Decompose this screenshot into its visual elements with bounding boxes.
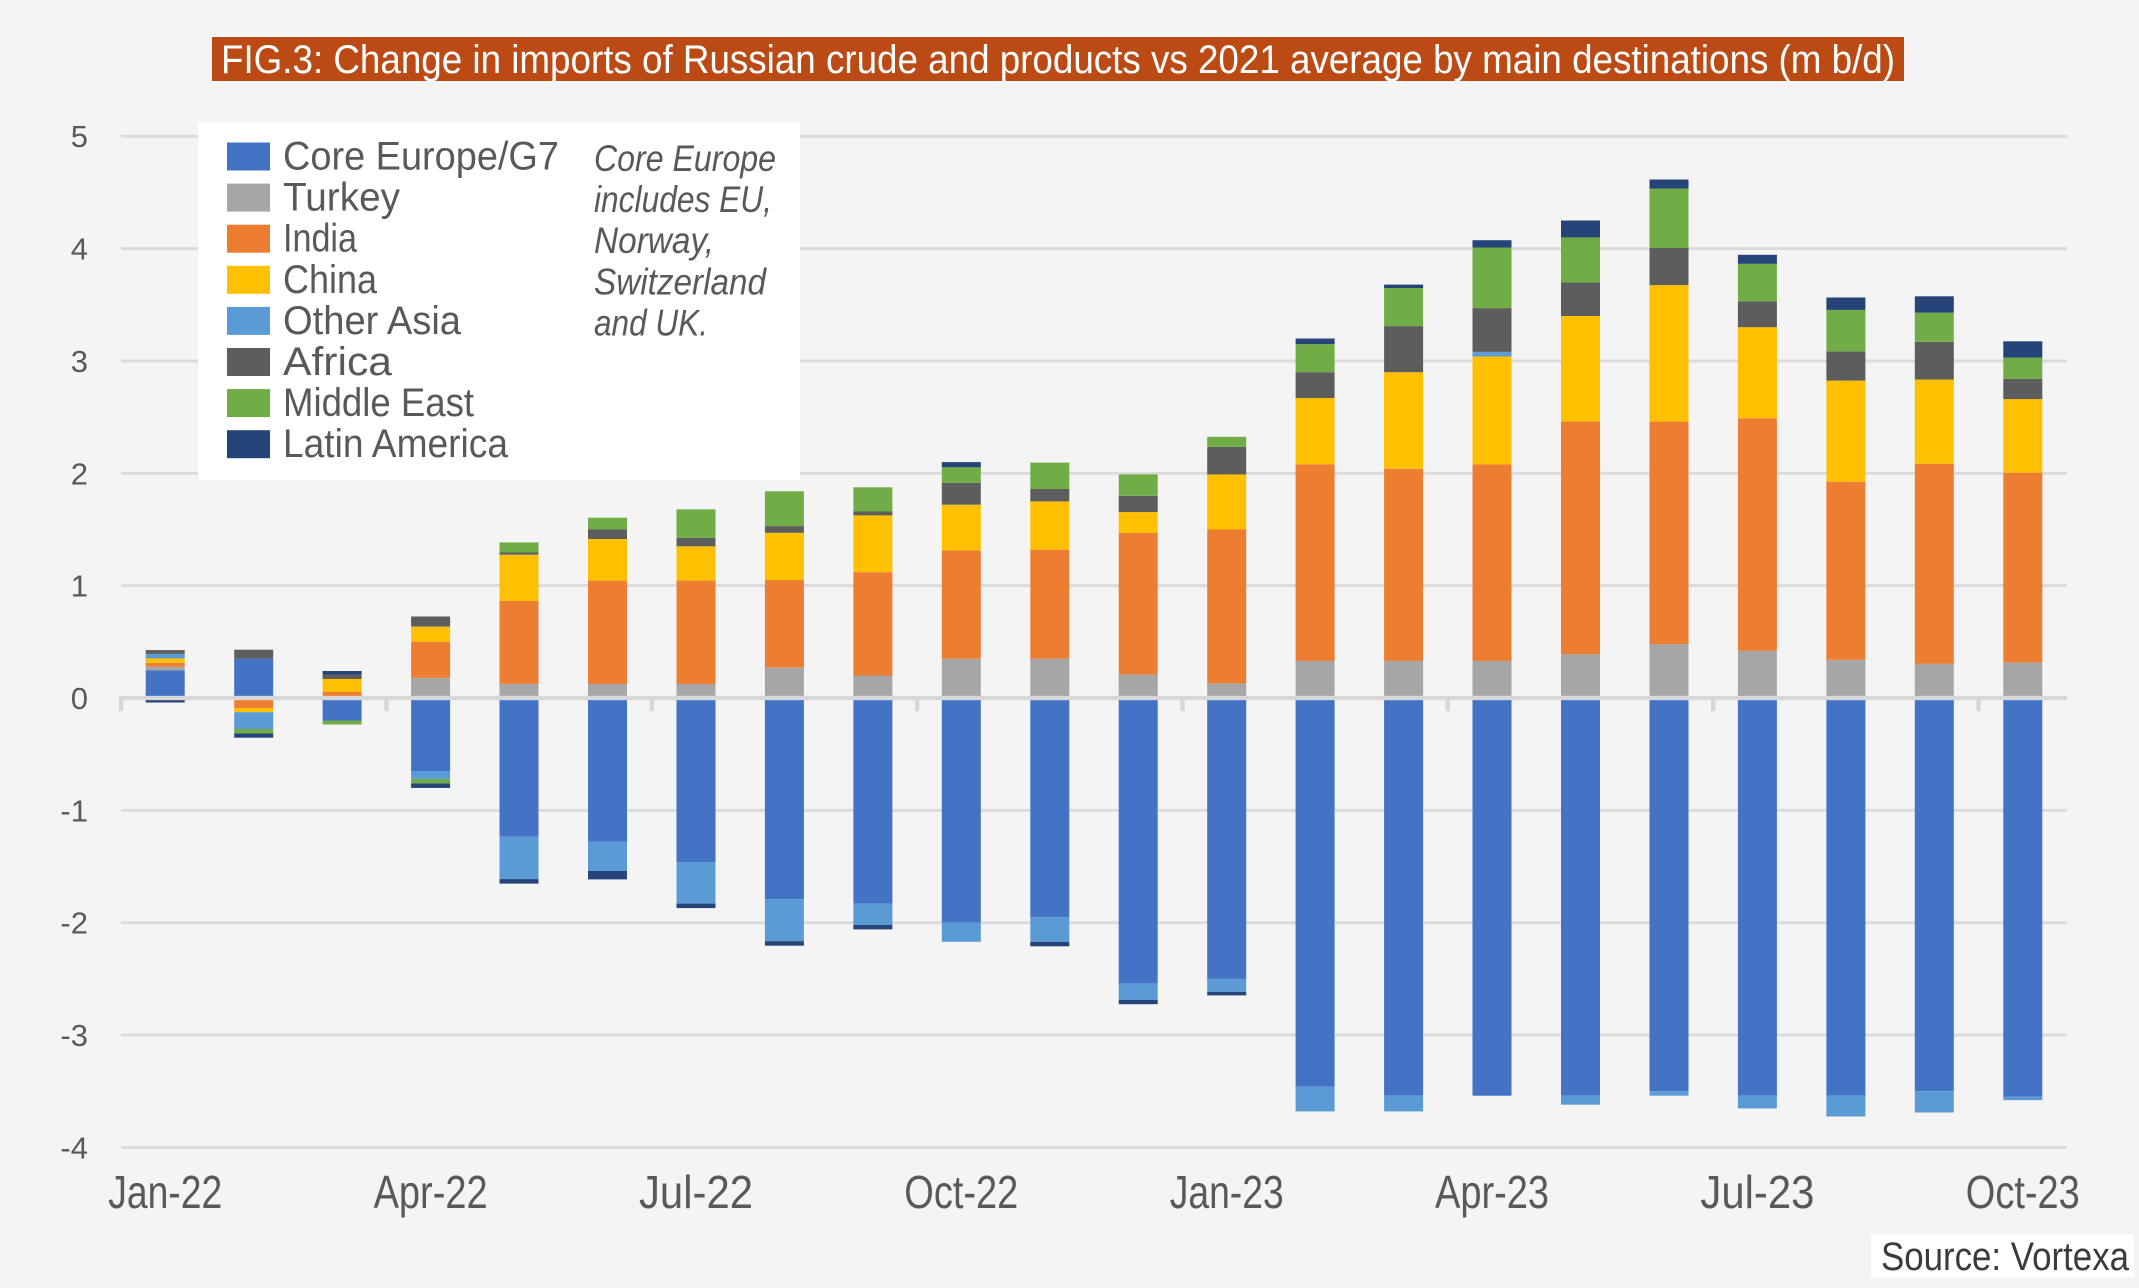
svg-text:0: 0 [71, 681, 88, 716]
svg-text:Jul-23: Jul-23 [1700, 1166, 1814, 1218]
svg-text:Norway,: Norway, [594, 220, 714, 261]
svg-text:Middle East: Middle East [283, 381, 474, 425]
svg-text:Latin America: Latin America [283, 422, 509, 466]
svg-text:Oct-22: Oct-22 [904, 1166, 1018, 1218]
svg-text:-2: -2 [60, 906, 88, 941]
svg-text:-3: -3 [60, 1018, 88, 1053]
svg-text:Jan-22: Jan-22 [108, 1166, 222, 1218]
svg-text:Jul-22: Jul-22 [639, 1166, 753, 1218]
svg-text:Core Europe/G7: Core Europe/G7 [283, 135, 559, 179]
svg-text:Apr-22: Apr-22 [374, 1166, 488, 1218]
svg-text:-1: -1 [60, 793, 88, 828]
svg-text:Turkey: Turkey [283, 176, 400, 220]
svg-text:1: 1 [71, 569, 88, 604]
svg-text:5: 5 [71, 119, 88, 154]
svg-text:Africa: Africa [283, 340, 393, 384]
svg-text:2: 2 [71, 456, 88, 491]
svg-text:includes EU,: includes EU, [594, 179, 772, 220]
svg-text:3: 3 [71, 344, 88, 379]
svg-text:India: India [283, 217, 358, 261]
svg-text:Apr-23: Apr-23 [1435, 1166, 1549, 1218]
svg-text:China: China [283, 258, 378, 302]
svg-text:Jan-23: Jan-23 [1170, 1166, 1284, 1218]
svg-text:4: 4 [71, 232, 88, 267]
svg-text:Oct-23: Oct-23 [1966, 1166, 2080, 1218]
svg-text:Core Europe: Core Europe [594, 138, 776, 179]
svg-text:FIG.3: Change in imports of Ru: FIG.3: Change in imports of Russian crud… [221, 38, 1895, 82]
svg-text:-4: -4 [60, 1130, 88, 1165]
svg-text:Other Asia: Other Asia [283, 299, 462, 343]
svg-text:and UK.: and UK. [594, 302, 708, 343]
svg-text:Switzerland: Switzerland [594, 261, 767, 302]
svg-text:Source: Vortexa: Source: Vortexa [1881, 1235, 2130, 1279]
